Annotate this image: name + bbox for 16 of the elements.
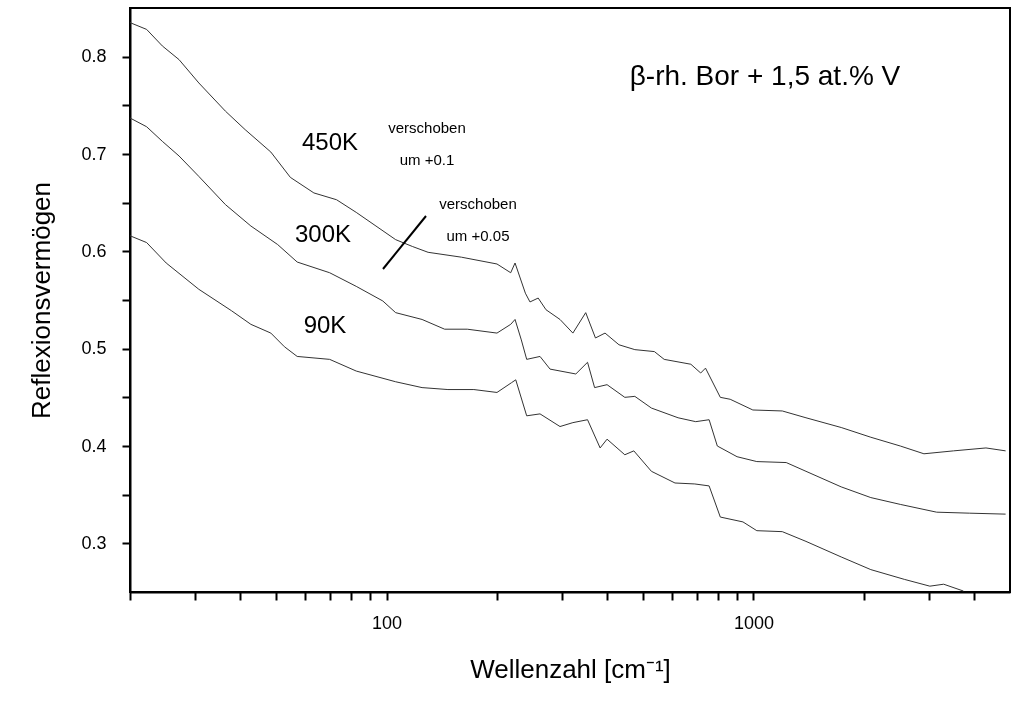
text: β-rh. Bor + 1,5 at.% V <box>629 60 901 91</box>
x-axis-title: Wellenzahl [cm⁻¹] <box>470 653 671 684</box>
y-tick-label: 0.4 <box>81 435 107 456</box>
y-tick-label: 0.8 <box>81 46 107 67</box>
x-tick-label: 100 <box>371 612 403 633</box>
annotation: 450K <box>301 128 359 155</box>
y-tick-label: 0.6 <box>81 240 107 261</box>
x-tick-label: 1000 <box>733 612 775 633</box>
y-axis-title: Reflexionsvermögen <box>26 181 57 420</box>
annotation: verschoben um +0.05 <box>439 195 517 244</box>
annotation: verschoben um +0.1 <box>388 119 466 168</box>
y-tick-label: 0.7 <box>81 143 107 164</box>
y-tick-label: 0.3 <box>81 532 107 553</box>
annotation: 300K <box>294 220 352 247</box>
y-tick-label: 0.5 <box>81 338 107 359</box>
annotation: 90K <box>303 311 347 338</box>
